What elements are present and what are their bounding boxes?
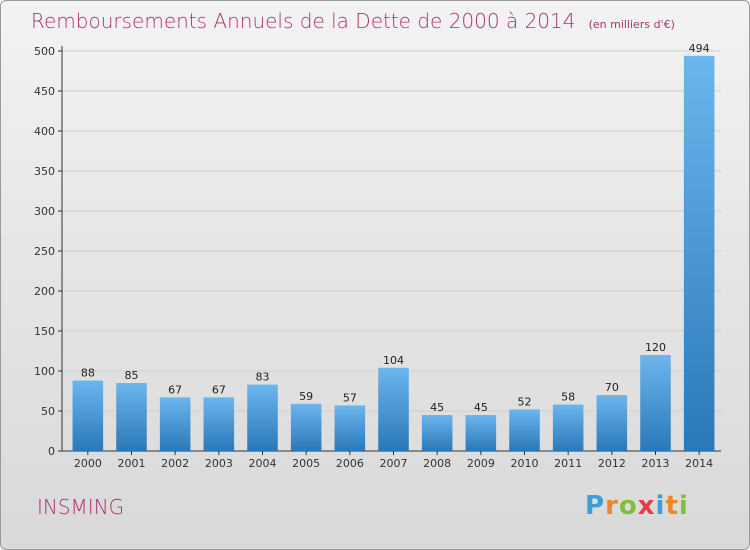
y-tick-label: 200: [34, 285, 55, 298]
bar: [378, 367, 409, 451]
y-tick-label: 500: [34, 45, 55, 58]
bar: [203, 397, 235, 451]
bar: [596, 395, 628, 451]
proxiti-logo: Proxiti: [585, 491, 689, 521]
bar-value-label: 88: [81, 367, 95, 380]
logo-letter: i: [655, 491, 666, 521]
x-tick-label: 2009: [467, 457, 495, 470]
bar-value-label: 67: [212, 383, 226, 396]
x-tick-label: 2000: [74, 457, 102, 470]
y-tick-label: 450: [34, 85, 55, 98]
x-tick-label: 2011: [554, 457, 582, 470]
bar: [465, 415, 497, 451]
bar-value-label: 70: [605, 381, 619, 394]
x-tick-label: 2012: [598, 457, 626, 470]
y-tick-label: 50: [41, 405, 55, 418]
x-tick-label: 2010: [511, 457, 539, 470]
x-tick-label: 2013: [642, 457, 670, 470]
bar-value-label: 120: [645, 341, 666, 354]
logo-letter: P: [585, 491, 606, 521]
x-tick-label: 2007: [380, 457, 408, 470]
commune-name: INSMING: [37, 495, 125, 519]
y-tick-label: 100: [34, 365, 55, 378]
bar: [334, 405, 366, 451]
x-tick-label: 2008: [423, 457, 451, 470]
x-tick-label: 2004: [249, 457, 277, 470]
bar: [247, 384, 278, 451]
bar-value-label: 104: [383, 354, 404, 367]
bar-value-label: 67: [168, 383, 182, 396]
x-tick-label: 2005: [292, 457, 320, 470]
bar: [290, 403, 322, 451]
y-tick-label: 250: [34, 245, 55, 258]
bar: [72, 380, 104, 451]
y-tick-label: 400: [34, 125, 55, 138]
bar: [509, 409, 540, 451]
bar: [640, 355, 671, 451]
bar-value-label: 83: [256, 371, 270, 384]
chart-title: Remboursements Annuels de la Dette de 20…: [31, 9, 576, 33]
y-tick-label: 350: [34, 165, 55, 178]
x-tick-label: 2003: [205, 457, 233, 470]
logo-letter: o: [618, 491, 638, 521]
x-tick-label: 2002: [161, 457, 189, 470]
bar: [683, 55, 715, 452]
chart-subtitle: (en milliers d'€): [588, 18, 675, 31]
bar-value-label: 494: [689, 42, 710, 55]
y-tick-label: 150: [34, 325, 55, 338]
bar-value-label: 59: [299, 390, 313, 403]
logo-letter: i: [678, 491, 689, 521]
bar-value-label: 52: [518, 395, 532, 408]
bar-value-label: 45: [430, 401, 444, 414]
x-tick-label: 2014: [685, 457, 713, 470]
bar-value-label: 57: [343, 391, 357, 404]
bar-value-label: 85: [125, 369, 139, 382]
logo-letter: t: [665, 491, 679, 521]
bar: [116, 383, 147, 451]
y-tick-label: 0: [48, 445, 55, 458]
x-tick-label: 2001: [118, 457, 146, 470]
y-tick-label: 300: [34, 205, 55, 218]
bar-value-label: 45: [474, 401, 488, 414]
bar-value-label: 58: [561, 391, 575, 404]
logo-letter: x: [637, 491, 656, 521]
x-tick-label: 2006: [336, 457, 364, 470]
bar: [421, 415, 453, 451]
bar: [552, 404, 584, 451]
title-row: Remboursements Annuels de la Dette de 20…: [31, 9, 675, 33]
logo-letter: r: [605, 491, 619, 521]
bar: [159, 397, 191, 451]
